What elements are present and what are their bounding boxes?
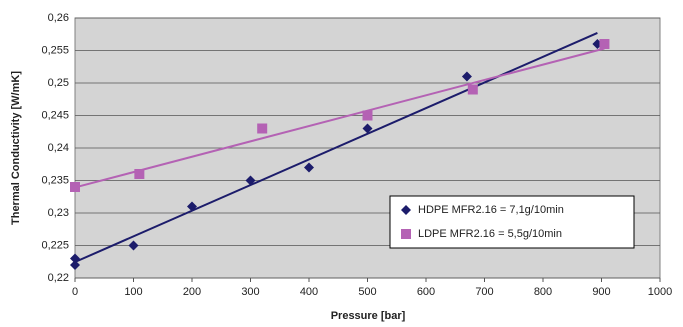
data-point [245,175,256,186]
y-tick-label: 0,255 [41,44,69,56]
x-tick-label: 200 [183,286,201,298]
legend-marker [401,229,411,239]
x-tick-label: 1000 [648,286,672,298]
x-tick-label: 400 [300,286,318,298]
legend-label: LDPE MFR2.16 = 5,5g/10min [418,228,562,240]
data-point [187,201,197,212]
x-tick-label: 900 [592,286,610,298]
y-tick-label: 0,245 [41,109,69,121]
data-point [70,182,80,192]
data-point [134,169,145,179]
x-tick-label: 0 [72,286,78,298]
x-tick-label: 600 [417,286,435,298]
legend-box [389,195,635,249]
data-point [467,84,478,95]
y-tick-label: 0,26 [48,12,69,24]
trendline [74,47,605,189]
data-point [362,110,373,121]
data-point [70,253,80,264]
data-point [257,123,268,134]
y-tick-label: 0,23 [48,207,69,219]
data-point [362,123,373,134]
y-tick-label: 0,25 [48,77,69,89]
x-tick-label: 100 [124,286,142,298]
y-axis-label: Thermal Conductivity [W/mK] [10,71,22,225]
data-point [461,71,472,82]
y-tick-label: 0,235 [41,174,69,186]
data-point [304,162,314,173]
x-tick-label: 300 [241,286,259,298]
legend-label: HDPE MFR2.16 = 7,1g/10min [418,204,564,216]
y-tick-label: 0,225 [41,239,69,251]
data-point [70,260,80,270]
x-tick-label: 800 [534,286,552,298]
data-point [128,240,139,251]
trendline [74,32,598,263]
data-point [599,39,610,49]
y-tick-label: 0,22 [48,272,69,284]
legend-marker [401,205,411,215]
x-axis-label: Pressure [bar] [331,310,406,322]
x-tick-label: 700 [475,286,493,298]
y-tick-label: 0,24 [48,142,69,154]
x-tick-label: 500 [358,286,376,298]
